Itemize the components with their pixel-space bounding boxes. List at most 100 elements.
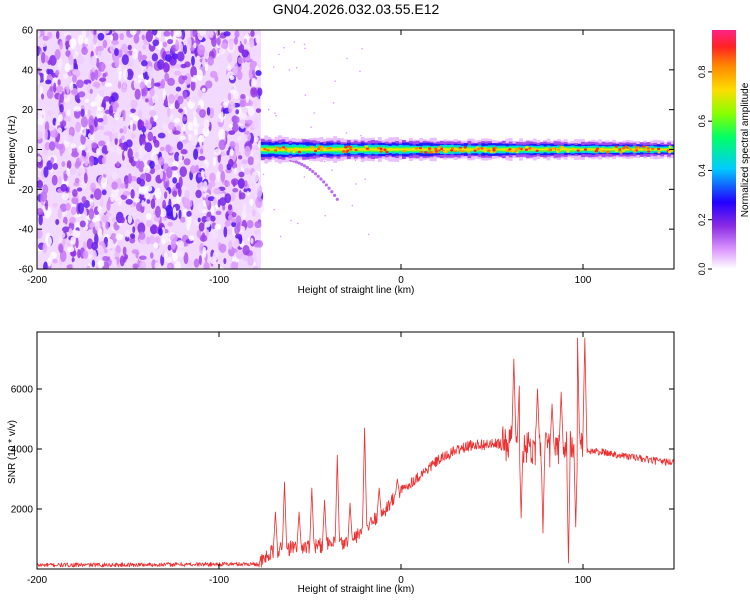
signal-core-point bbox=[402, 150, 406, 153]
noise-blob bbox=[134, 151, 139, 159]
noise-blob bbox=[94, 69, 99, 81]
noise-blob bbox=[144, 142, 153, 153]
noise-blob bbox=[59, 203, 68, 212]
noise-speck bbox=[313, 112, 315, 114]
noise-blob bbox=[144, 150, 148, 155]
noise-blob bbox=[214, 64, 219, 73]
noise-blob bbox=[164, 98, 168, 108]
noise-blob bbox=[69, 128, 74, 135]
noise-blob bbox=[66, 109, 71, 116]
noise-blob bbox=[202, 57, 206, 68]
noise-blob bbox=[87, 132, 96, 140]
noise-speck bbox=[334, 80, 336, 82]
noise-blob bbox=[119, 255, 125, 267]
noise-blob bbox=[100, 175, 108, 188]
noise-blob bbox=[223, 226, 228, 238]
noise-blob bbox=[99, 208, 107, 214]
snr-frame bbox=[36, 331, 675, 570]
secondary-streak-point bbox=[308, 167, 312, 172]
noise-blob bbox=[125, 199, 133, 205]
signal-band-segment bbox=[340, 148, 344, 151]
noise-blob bbox=[149, 88, 155, 97]
noise-blob bbox=[226, 150, 230, 156]
noise-speck bbox=[304, 47, 306, 50]
noise-blob bbox=[202, 125, 210, 138]
noise-blob bbox=[58, 243, 64, 254]
noise-blob bbox=[229, 141, 236, 149]
noise-blob bbox=[246, 191, 250, 196]
noise-blob bbox=[241, 159, 248, 165]
noise-blob bbox=[114, 47, 119, 56]
signal-band-segment bbox=[488, 148, 492, 151]
noise-blob bbox=[246, 219, 254, 229]
noise-blob bbox=[218, 139, 226, 151]
noise-blob bbox=[224, 219, 231, 227]
noise-blob bbox=[99, 90, 105, 97]
signal-band-segment bbox=[532, 148, 537, 151]
noise-blob bbox=[42, 35, 49, 41]
noise-blob bbox=[233, 167, 238, 175]
noise-blob bbox=[178, 209, 182, 220]
noise-blob bbox=[44, 55, 49, 63]
noise-blob bbox=[245, 119, 253, 125]
secondary-streak-point bbox=[302, 164, 307, 168]
noise-blob bbox=[218, 128, 226, 141]
signal-core-point bbox=[646, 147, 650, 150]
noise-blob bbox=[178, 113, 183, 120]
noise-blob bbox=[153, 242, 159, 250]
noise-blob bbox=[214, 223, 222, 230]
noise-blob bbox=[55, 69, 60, 76]
spectrogram-y-tick-label: -40 bbox=[19, 225, 34, 236]
noise-blob bbox=[101, 214, 109, 223]
noise-blob bbox=[124, 261, 133, 267]
signal-core-point bbox=[531, 147, 535, 150]
noise-blob bbox=[84, 155, 89, 167]
noise-blob bbox=[216, 170, 221, 182]
signal-core-point bbox=[487, 149, 491, 152]
noise-blob bbox=[165, 144, 171, 153]
noise-blob bbox=[74, 177, 80, 184]
noise-blob bbox=[80, 108, 85, 118]
noise-blob bbox=[129, 237, 136, 244]
noise-blob bbox=[255, 196, 263, 209]
noise-blob bbox=[158, 156, 165, 166]
signal-core-point bbox=[379, 147, 383, 150]
noise-blob bbox=[63, 116, 72, 122]
noise-blob bbox=[73, 108, 81, 119]
noise-blob bbox=[145, 173, 152, 183]
noise-blob bbox=[46, 88, 54, 100]
noise-blob bbox=[66, 85, 70, 95]
noise-blob bbox=[159, 169, 164, 180]
secondary-streak-point bbox=[335, 197, 339, 201]
noise-blob bbox=[196, 229, 202, 238]
noise-blob bbox=[59, 104, 64, 113]
noise-blob bbox=[204, 221, 211, 228]
noise-blob bbox=[195, 189, 202, 199]
signal-core-point bbox=[528, 147, 532, 150]
noise-blob bbox=[102, 168, 110, 175]
snr-y-tick-label: 2000 bbox=[11, 505, 34, 516]
noise-blob bbox=[170, 238, 176, 251]
signal-core-point bbox=[385, 150, 389, 154]
noise-blob bbox=[95, 214, 100, 223]
noise-blob bbox=[219, 243, 227, 254]
signal-band-segment bbox=[653, 148, 658, 151]
noise-blob bbox=[46, 160, 53, 171]
noise-blob bbox=[123, 190, 131, 196]
noise-blob bbox=[228, 39, 234, 51]
noise-blob bbox=[91, 259, 96, 268]
noise-blob bbox=[220, 42, 229, 50]
noise-speck bbox=[267, 108, 270, 111]
snr-x-ticks: -200 -100 0 100 bbox=[27, 332, 592, 586]
noise-blob bbox=[66, 167, 70, 177]
signal-core-point bbox=[318, 145, 322, 148]
colorbar-tick-label: 0.2 bbox=[697, 213, 707, 226]
noise-blob bbox=[133, 77, 137, 89]
noise-blob bbox=[137, 50, 142, 63]
signal-core-point bbox=[473, 149, 477, 152]
noise-blob bbox=[132, 115, 140, 122]
noise-blob bbox=[199, 108, 206, 119]
noise-blob bbox=[226, 63, 232, 72]
noise-speck bbox=[332, 102, 335, 104]
noise-blob bbox=[83, 208, 87, 220]
